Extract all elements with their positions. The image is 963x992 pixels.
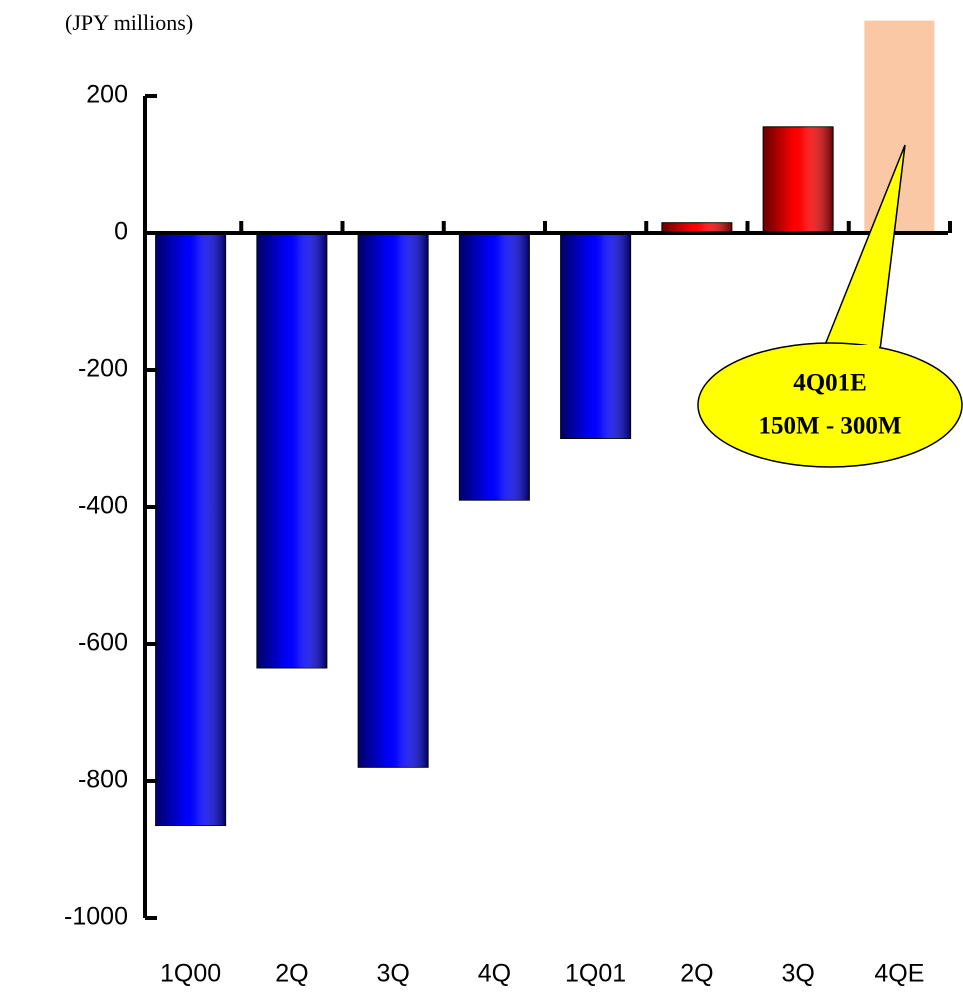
x-tick-label: 3Q	[781, 960, 814, 988]
x-tick-label: 1Q00	[160, 960, 221, 988]
x-tick-label: 4QE	[874, 960, 924, 988]
y-tick-label: -800	[78, 766, 128, 794]
x-tick-label: 2Q	[275, 960, 308, 988]
bar	[357, 232, 429, 768]
y-tick-label: -600	[78, 629, 128, 657]
callout-bubble	[697, 342, 963, 468]
bar	[864, 20, 935, 234]
x-tick-label: 3Q	[376, 960, 409, 988]
x-tick-label: 4Q	[478, 960, 511, 988]
bar	[256, 232, 328, 669]
y-tick-label: 0	[114, 218, 128, 246]
y-tick-label: 200	[86, 81, 128, 109]
y-tick-label: -400	[78, 492, 128, 520]
callout: 4Q01E 150M - 300M	[697, 144, 963, 468]
y-tick-label: -200	[78, 355, 128, 383]
axes: -1000 -800 -600 -400 -200 0 200 1Q00 2Q 3Q 4Q 1Q01 2…	[64, 81, 952, 988]
x-tick-label: 1Q01	[565, 960, 626, 988]
x-tick-label: 2Q	[680, 960, 713, 988]
bar	[762, 126, 834, 234]
bar	[560, 232, 632, 439]
annotation-line: 150M - 300M	[758, 413, 901, 440]
annotation-line: 4Q01E	[793, 370, 867, 397]
bar	[155, 232, 227, 827]
y-axis-label: (JPY millions)	[65, 10, 193, 35]
bar	[458, 232, 530, 501]
y-tick-label: -1000	[64, 903, 128, 931]
